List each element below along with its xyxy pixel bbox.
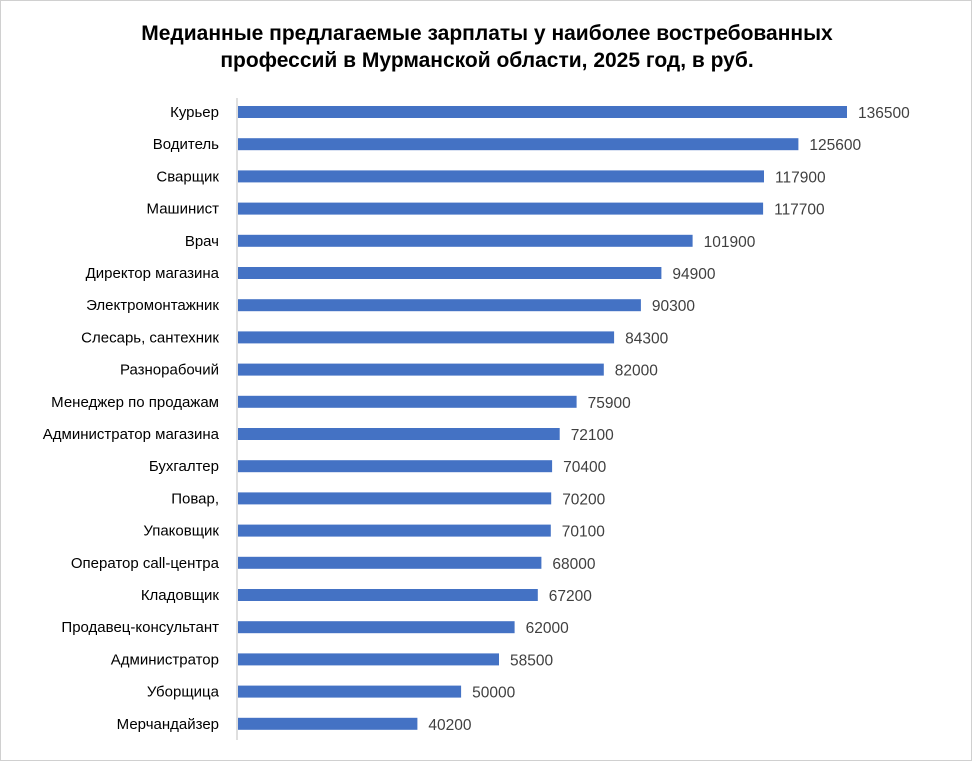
category-label: Машинист xyxy=(147,201,220,218)
bar xyxy=(238,363,604,376)
value-label: 90300 xyxy=(652,298,695,315)
bar xyxy=(238,106,847,118)
value-label: 117900 xyxy=(775,169,826,186)
bar xyxy=(238,492,552,505)
bar xyxy=(238,589,538,601)
category-label: Мерчандайзер xyxy=(117,716,219,733)
value-label: 40200 xyxy=(428,717,471,734)
bar xyxy=(238,170,764,183)
category-label: Администратор xyxy=(111,651,219,668)
bar xyxy=(238,685,462,698)
category-label: Администратор магазина xyxy=(43,426,220,443)
bar xyxy=(238,299,641,312)
value-label: 117700 xyxy=(774,202,825,219)
value-label: 82000 xyxy=(615,363,658,380)
bar xyxy=(238,653,499,666)
bar xyxy=(238,556,542,569)
bar xyxy=(238,621,515,634)
bar xyxy=(238,428,560,440)
bar xyxy=(238,460,553,473)
bar xyxy=(238,138,799,151)
category-label: Бухгалтер xyxy=(149,458,219,475)
category-label: Директор магазина xyxy=(86,265,220,282)
value-label: 58500 xyxy=(510,652,553,669)
value-label: 94900 xyxy=(672,266,715,283)
value-label: 75900 xyxy=(588,395,631,412)
category-label: Разнорабочий xyxy=(120,362,219,379)
value-label: 125600 xyxy=(809,137,861,154)
bar xyxy=(238,234,693,247)
category-label: Уборщица xyxy=(147,684,220,701)
bar xyxy=(238,717,418,730)
value-label: 67200 xyxy=(549,588,592,605)
bar xyxy=(238,202,764,215)
value-label: 70400 xyxy=(563,459,606,476)
value-label: 101900 xyxy=(704,234,756,251)
value-label: 70100 xyxy=(562,524,605,541)
category-label: Менеджер по продажам xyxy=(51,394,219,411)
category-label: Слесарь, сантехник xyxy=(81,329,219,346)
bar xyxy=(238,524,551,537)
chart-title-line-1: Медианные предлагаемые зарплаты у наибол… xyxy=(141,22,833,45)
category-label: Кладовщик xyxy=(141,587,220,604)
category-label: Курьер xyxy=(170,104,219,121)
category-label: Врач xyxy=(185,233,219,250)
value-label: 62000 xyxy=(526,620,569,637)
value-label: 68000 xyxy=(552,556,595,573)
value-label: 72100 xyxy=(571,427,614,444)
value-label: 70200 xyxy=(562,491,605,508)
category-label: Оператор call-центра xyxy=(71,555,220,572)
category-label: Упаковщик xyxy=(143,523,219,540)
category-label: Повар, xyxy=(171,490,219,507)
category-label: Водитель xyxy=(153,136,219,153)
bar xyxy=(238,331,615,344)
plot-area: Курьер 136500 Водитель 125600 Сварщик 117900 М… xyxy=(43,104,910,734)
category-label: Сварщик xyxy=(156,168,219,185)
value-label: 136500 xyxy=(858,105,910,122)
category-label: Продавец-консультант xyxy=(61,619,219,636)
chart-title-line-2: профессий в Мурманской области, 2025 год… xyxy=(220,49,753,72)
category-label: Электромонтажник xyxy=(86,297,219,314)
value-label: 50000 xyxy=(472,685,515,702)
bar xyxy=(238,395,577,408)
value-label: 84300 xyxy=(625,330,668,347)
bar xyxy=(238,267,662,279)
